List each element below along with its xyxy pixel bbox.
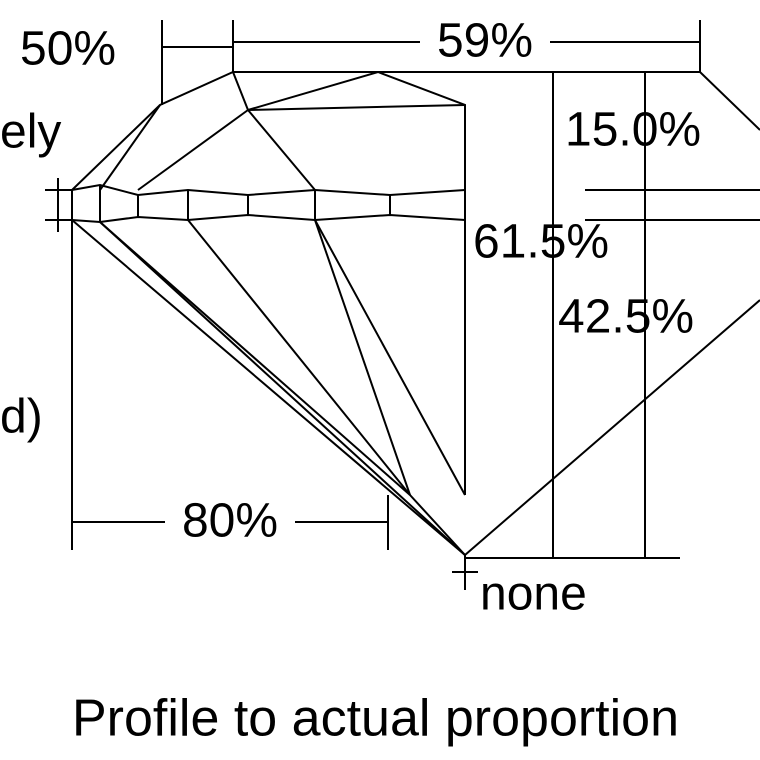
label: 15.0% — [565, 104, 701, 157]
label: 59% — [437, 15, 533, 68]
label: ely — [0, 106, 61, 159]
label: 50% — [20, 23, 116, 76]
label: 80% — [182, 495, 278, 548]
caption: Profile to actual proportion — [72, 690, 679, 748]
label: 42.5% — [558, 291, 694, 344]
label: 61.5% — [473, 216, 609, 269]
label: d) — [0, 391, 43, 444]
diamond-outline — [45, 20, 760, 590]
label: none — [480, 568, 587, 621]
